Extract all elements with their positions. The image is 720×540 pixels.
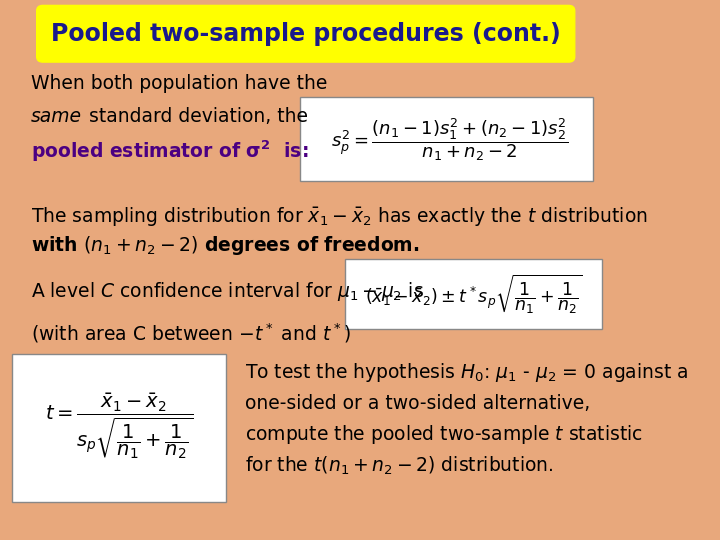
Text: $t = \dfrac{\bar{x}_1 - \bar{x}_2}{s_p\sqrt{\dfrac{1}{n_1}+\dfrac{1}{n_2}}}$: $t = \dfrac{\bar{x}_1 - \bar{x}_2}{s_p\s… [45, 392, 194, 462]
Text: When both population have the: When both population have the [30, 74, 327, 93]
FancyBboxPatch shape [37, 5, 575, 62]
Text: same: same [30, 106, 81, 126]
FancyBboxPatch shape [346, 259, 602, 329]
Text: (with area C between $-t^*$ and $t^*$): (with area C between $-t^*$ and $t^*$) [30, 322, 350, 346]
Text: A level $C$ confidence interval for $\mu_1 - \mu_2$ is: A level $C$ confidence interval for $\mu… [30, 280, 423, 303]
FancyBboxPatch shape [12, 354, 226, 502]
Text: one-sided or a two-sided alternative,: one-sided or a two-sided alternative, [245, 394, 590, 414]
Text: $(\bar{x}_1 - \bar{x}_2) \pm t^* s_p\sqrt{\dfrac{1}{n_1}+\dfrac{1}{n_2}}$: $(\bar{x}_1 - \bar{x}_2) \pm t^* s_p\sqr… [365, 272, 582, 316]
FancyBboxPatch shape [300, 97, 593, 181]
Text: with $\mathbf{\mathit{(n_1 + n_2 - 2)}}$ degrees of freedom.: with $\mathbf{\mathit{(n_1 + n_2 - 2)}}$… [30, 234, 419, 257]
Text: Pooled two-sample procedures (cont.): Pooled two-sample procedures (cont.) [51, 22, 561, 46]
Text: To test the hypothesis $H_0$: $\mu_1$ - $\mu_2$ = 0 against a: To test the hypothesis $H_0$: $\mu_1$ - … [245, 361, 688, 384]
Text: $s_p^2 = \dfrac{(n_1-1)s_1^2+(n_2-1)s_2^2}{n_1+n_2-2}$: $s_p^2 = \dfrac{(n_1-1)s_1^2+(n_2-1)s_2^… [330, 116, 568, 163]
Text: for the $t(n_1 + n_2 - 2)$ distribution.: for the $t(n_1 + n_2 - 2)$ distribution. [245, 455, 553, 477]
Text: compute the pooled two-sample $t$ statistic: compute the pooled two-sample $t$ statis… [245, 423, 642, 446]
Text: The sampling distribution for $\bar{x}_1 - \bar{x}_2$ has exactly the $t$ distri: The sampling distribution for $\bar{x}_1… [30, 205, 647, 227]
Text: standard deviation, the: standard deviation, the [83, 106, 307, 126]
Text: pooled estimator of $\mathbf{\sigma^2}$  is:: pooled estimator of $\mathbf{\sigma^2}$ … [30, 138, 308, 164]
